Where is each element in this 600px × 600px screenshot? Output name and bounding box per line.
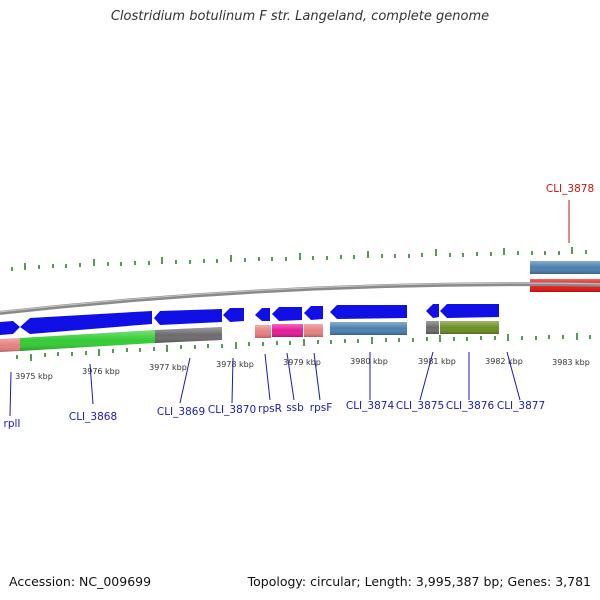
genome-title: Clostridium botulinum F str. Langeland, … <box>110 9 490 24</box>
cds-arrow[interactable] <box>20 311 152 334</box>
cds-arrow[interactable] <box>272 307 302 321</box>
gene-leader-lines <box>9 351 521 417</box>
scale-label: 3976 kbp <box>82 367 120 376</box>
cds-arrow[interactable] <box>0 321 20 335</box>
scale-label: 3983 kbp <box>552 358 590 367</box>
scale-label: 3981 kbp <box>418 357 456 366</box>
ssb-label[interactable]: ssb <box>286 402 304 414</box>
cli3869-label[interactable]: CLI_3869 <box>157 406 205 418</box>
rpsF-label[interactable]: rpsF <box>310 402 333 414</box>
rplI-label[interactable]: rplI <box>4 418 21 430</box>
cli3878-label[interactable]: CLI_3878 <box>546 183 594 195</box>
scale-label: 3982 kbp <box>485 357 523 366</box>
cds-arrow-track <box>0 304 499 335</box>
accession-text: Accession: NC_009699 <box>9 574 152 589</box>
cds-arrow[interactable] <box>255 308 270 321</box>
scale-labels: 3975 kbp 3976 kbp 3977 kbp 3978 kbp 3979… <box>15 357 590 381</box>
gene-labels: rplI CLI_3868 CLI_3869 CLI_3870 rpsR ssb… <box>4 400 546 430</box>
rpsR-label[interactable]: rpsR <box>258 403 282 415</box>
cds-arrow[interactable] <box>426 304 439 318</box>
cli3875-label[interactable]: CLI_3875 <box>396 400 444 412</box>
cds-arrow[interactable] <box>154 309 222 325</box>
lower-tick-row <box>16 333 591 361</box>
scale-label: 3977 kbp <box>149 363 187 372</box>
genome-info-text: Topology: circular; Length: 3,995,387 bp… <box>247 574 591 589</box>
cli3877-label[interactable]: CLI_3877 <box>497 400 545 412</box>
scale-label: 3979 kbp <box>283 358 321 367</box>
cds-arrow[interactable] <box>330 305 407 319</box>
cds-arrow[interactable] <box>304 306 323 320</box>
gene-block-shading <box>0 321 499 352</box>
scale-label: 3978 kbp <box>216 360 254 369</box>
scale-label: 3980 kbp <box>350 357 388 366</box>
scale-label: 3975 kbp <box>15 372 53 381</box>
upper-tick-row <box>11 247 587 271</box>
cli3876-label[interactable]: CLI_3876 <box>446 400 495 412</box>
genome-backbone <box>0 282 600 315</box>
genome-backbone-highlight <box>0 282 600 313</box>
cli3870-label[interactable]: CLI_3870 <box>208 404 256 416</box>
cds-arrow[interactable] <box>223 308 244 322</box>
cli3874-label[interactable]: CLI_3874 <box>346 400 395 412</box>
cli3868-label[interactable]: CLI_3868 <box>69 411 117 423</box>
cds-arrow[interactable] <box>440 304 499 318</box>
upper-feature-shading <box>530 261 600 274</box>
